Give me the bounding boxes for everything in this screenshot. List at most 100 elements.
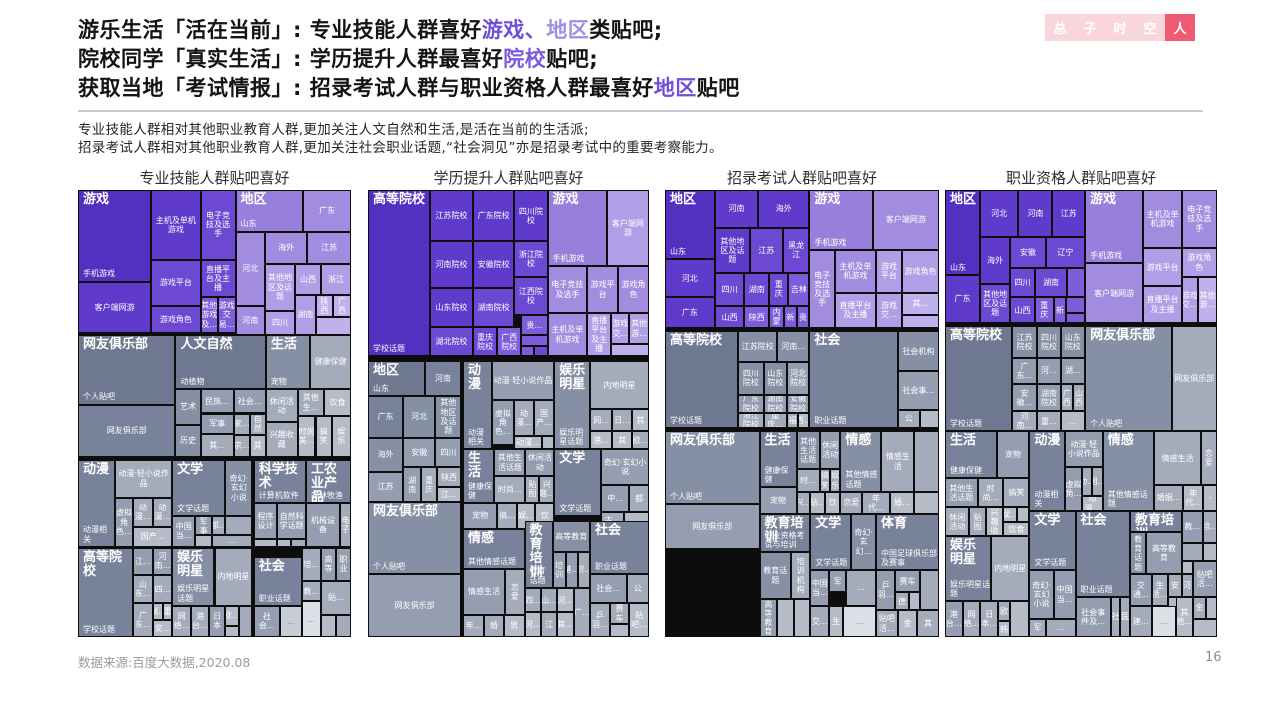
treemap-cell: 婚 [484, 614, 504, 637]
treemap-cell-label: 古… [603, 515, 621, 526]
treemap-cell-label: 动植物 [180, 377, 205, 387]
treemap-cell-label: 时尚… [497, 484, 522, 494]
treemap-cell: 广东… [132, 603, 154, 637]
treemap-cell-label: 湖南院校 [477, 303, 510, 313]
treemap-section-label: 文学 [1034, 512, 1061, 528]
treemap-cell-label: 虚拟角色… [116, 508, 133, 536]
treemap-cell: 广… [573, 587, 590, 637]
treemap-cell-label: 海外 [377, 450, 394, 460]
treemap-cell-label: 港… [593, 435, 610, 445]
treemap-cell-label: 个人贴吧 [83, 392, 115, 402]
treemap-cell: 地区 山东 [945, 190, 981, 275]
treemap-cell-label: 重庆 [425, 475, 434, 494]
treemap-cell-label: 河南 [435, 374, 451, 384]
treemap-cell: 搞笑 [1003, 478, 1030, 508]
treemap-cell-label: 农林牧渔 [310, 490, 343, 500]
treemap-cell: 游戏角色 [1181, 248, 1217, 278]
treemap-cell: 主机及单机游戏 [547, 312, 588, 357]
treemap-section-label: 娱乐明星 [177, 549, 204, 579]
treemap-cell: 情感生活 [1154, 431, 1201, 485]
treemap-cell: 山东院校 [429, 288, 474, 328]
treemap-cell-label: 培训机构 [796, 557, 805, 594]
treemap-cell-label: 主机及单机游戏 [551, 325, 584, 344]
treemap-cell: 内地明星 [589, 361, 649, 410]
treemap-cell-label: 饮 [828, 498, 837, 508]
treemap-cell: 游戏 手机游戏 [809, 190, 873, 250]
treemap-cell [542, 435, 555, 450]
treemap-cell: 搞… [497, 502, 517, 530]
treemap-cell: 动漫… [133, 497, 153, 528]
treemap-cell-label: 游戏角色 [159, 314, 192, 324]
brand-logo: 总 子 时 空 人 [1045, 14, 1195, 41]
treemap-cell: 娱乐明星 娱乐明星话题 [945, 536, 992, 602]
treemap-cell-label: 四… [524, 595, 541, 605]
treemap-cell: 情感 其他情感话题 [462, 529, 525, 570]
treemap-cell: 社会事件及… [1075, 596, 1111, 637]
treemap-cell-label: 浙江院校 [518, 250, 543, 269]
treemap-cell: 河南… [1011, 411, 1038, 432]
treemap-cell: 赛车 [895, 569, 920, 593]
treemap-cell-label: 军事 [199, 516, 208, 535]
treemap-cell-label: 动漫·轻小说作品 [118, 469, 169, 488]
treemap-cell: 网友俱乐部 [78, 404, 176, 457]
treemap-cell-label: 广东… [1016, 361, 1033, 381]
treemap-cell: 网友俱乐部 个人贴吧 [1085, 326, 1172, 432]
treemap-cell-label: 奇幻·玄幻… [854, 528, 873, 556]
treemap-cell: 电子 [340, 502, 351, 547]
treemap-cell: 河… [556, 587, 574, 613]
treemap-cell: 福 [786, 412, 799, 428]
treemap-cell [793, 599, 811, 637]
treemap-cell: 贵… [521, 315, 548, 336]
treemap-cell-label: 婚 [489, 621, 498, 631]
treemap-section-label: 生活 [764, 433, 791, 449]
treemap-cell: 江苏 [368, 471, 404, 503]
treemap-cell-label: 网… [593, 415, 610, 425]
treemap-cell: 动漫·轻小说作品 [115, 459, 173, 498]
treemap-cell: 高等院校 学校话题 [665, 331, 739, 428]
treemap-section-label: 教育培训 [764, 516, 804, 546]
treemap-cell: 游戏 手机游戏 [1085, 190, 1144, 264]
treemap-cell: 广东… [1011, 357, 1038, 385]
treemap-cell: 河南 [714, 190, 759, 228]
treemap-cell-label: 培… [1204, 521, 1216, 532]
treemap-cell: 安… [153, 620, 173, 637]
treemap-cell-label: 军事 [209, 418, 226, 428]
headline-line: 获取当地「考试情报」: 招录考试人群与职业资格人群最喜好地区贴吧 [78, 74, 740, 103]
treemap-cell-label: 金 [903, 618, 912, 628]
treemap-cell-label: 河北院校 [790, 369, 807, 388]
treemap-cell-label: 学校话题 [373, 344, 405, 354]
treemap-cell: 河 [1181, 574, 1193, 597]
treemap-cell: 动漫 动漫相关 [78, 459, 116, 547]
treemap-cell: 社会 职业话题 [809, 331, 898, 428]
treemap-cell-label: 河南 [728, 204, 745, 214]
treemap-cell [611, 344, 649, 357]
treemap-cell: 贵 [796, 306, 810, 329]
treemap-cell: 江… [436, 487, 462, 503]
treemap-cell-label: 男 [510, 621, 519, 631]
treemap-cell: 直播平台及主播 [587, 312, 612, 357]
treemap-cell-label: 广西 [338, 297, 347, 316]
treemap-cell: 国… [1091, 467, 1103, 497]
treemap-cell-label: 江苏院校 [741, 342, 774, 352]
treemap-cell: 生 [829, 605, 844, 637]
treemap-cell-label: 其他生… [302, 393, 319, 412]
treemap-cell-label: 社会机构 [902, 346, 935, 356]
treemap-cell: 重庆 [1034, 297, 1054, 324]
treemap-cell: 日本… [980, 601, 999, 637]
treemap-cell-label: 娱… [1004, 509, 1015, 520]
treemap-cell-label: 重庆 [774, 280, 783, 299]
treemap-cell-label: 安徽院校 [477, 260, 510, 270]
treemap-cell-label: 内地明星 [994, 564, 1027, 574]
treemap-cell-label: 其他游戏及… [201, 301, 218, 329]
treemap-cell: 生活 健康保健 [759, 431, 797, 488]
treemap-cell: 高等教育 [1146, 532, 1182, 575]
treemap-cell: 电子竞技及选手 [809, 249, 835, 329]
treemap-cell: 主机及单机游戏 [151, 190, 201, 260]
treemap-section-label: 教育培训 [1134, 512, 1174, 531]
treemap-cell-label: 生 [832, 616, 841, 626]
treemap-cell-label: 湖南院校 [1041, 388, 1058, 407]
treemap-cell-label: 社会… [237, 396, 262, 406]
treemap-cell-label: 文学话题 [177, 504, 210, 514]
treemap-cell-label: 四川 [1014, 278, 1031, 288]
treemap-cell: 河北 [665, 259, 715, 298]
